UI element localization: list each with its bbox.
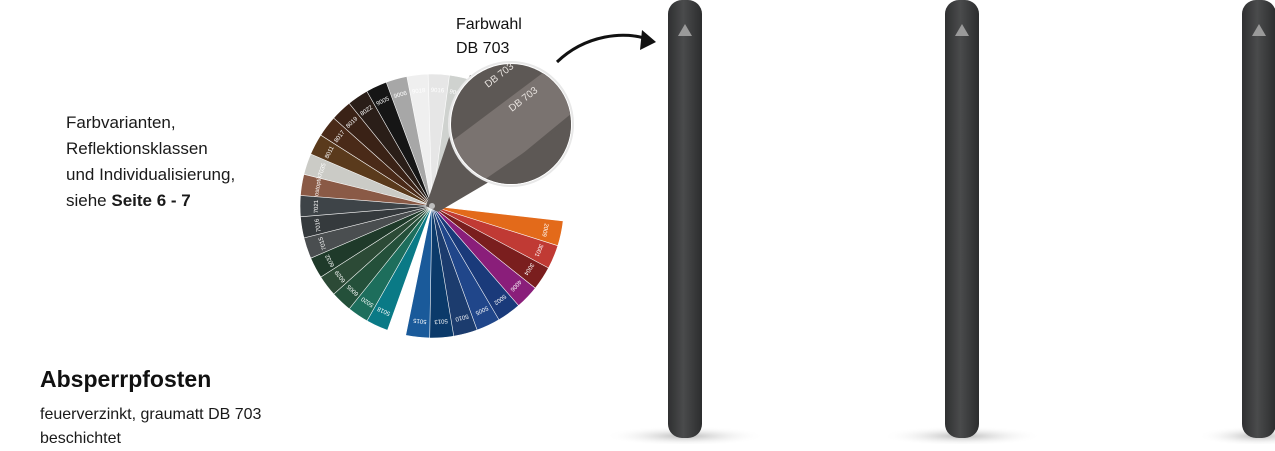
intro-line-4: siehe Seite 6 - 7: [66, 188, 235, 214]
swatch-blade-lower-8: [431, 205, 564, 247]
swatch-blade-upper-12-label: 7016: [314, 217, 322, 232]
swatch-blade-lower-1-label: 5013: [433, 317, 447, 324]
swatch-blade-upper-1-label: 9016: [431, 88, 445, 95]
fan-pivot-icon: [429, 203, 435, 209]
fan-blades: 9006901690189006900580228019801780117035…: [299, 73, 564, 339]
color-choice-title: Farbwahl: [456, 16, 522, 33]
swatch-blade-upper-2-label: 9018: [412, 88, 427, 96]
page-reference: Seite 6 - 7: [111, 191, 191, 210]
intro-line-1: Farbvarianten,: [66, 113, 176, 132]
swatch-blade-upper-8-label: 8011: [324, 145, 336, 160]
intro-prefix: siehe: [66, 191, 112, 210]
product-desc-line-1: feuerverzinkt, graumatt DB 703: [40, 406, 262, 423]
color-choice-value: DB 703: [456, 40, 510, 57]
product-desc-line-2: beschichtet: [40, 430, 121, 447]
swatch-blade-upper-13-label: 7015: [318, 235, 328, 250]
swatch-blade-upper-14-label: 6032: [325, 252, 337, 267]
swatch-blade-upper-3-label: 9006: [393, 91, 408, 101]
swatch-blade-lower-3-label: 5005: [474, 304, 489, 315]
reflector-icon: [955, 24, 969, 36]
swatch-blade-upper-11-label: 7021: [314, 199, 320, 213]
swatch-blade-upper-18-label: 5018: [376, 305, 391, 316]
swatch-blade-upper-4-label: 9005: [376, 96, 391, 107]
swatch-blade-upper-9-label: 7035: [318, 162, 328, 177]
swatch-blade-lower-0-label: 5015: [412, 317, 427, 324]
bollard-post-3: [1198, 0, 1275, 444]
bollard-post-2: [882, 0, 1042, 444]
product-description: feuerverzinkt, graumatt DB 703 beschicht…: [40, 403, 340, 451]
swatch-blade-upper-18: [366, 205, 433, 331]
swatch-blade-lower-7-label: 3001: [533, 243, 544, 258]
reflector-icon: [1252, 24, 1266, 36]
color-choice-label: Farbwahl DB 703: [456, 13, 522, 61]
arrow-head-icon: [640, 30, 656, 50]
swatch-blade-lower-2-label: 5010: [454, 312, 469, 321]
intro-line-2: Reflektionsklassen: [66, 139, 208, 158]
bollard-post-1: [605, 0, 765, 444]
product-title: Absperrpfosten: [40, 366, 212, 392]
intro-line-3: und Individualisierung,: [66, 165, 236, 184]
reflector-icon: [678, 24, 692, 36]
color-variants-text: Farbvarianten, Reflektionsklassen und In…: [66, 110, 235, 214]
swatch-blade-lower-8-label: 2009: [540, 223, 549, 238]
swatch-blade-upper-10-label: Rostoptik: [313, 174, 323, 201]
